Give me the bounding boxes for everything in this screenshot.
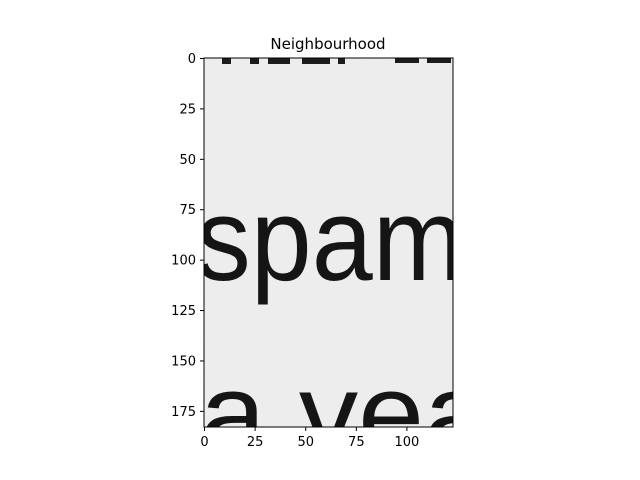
glyph-remnant [222, 58, 231, 64]
y-tick-label: 0 [188, 52, 196, 67]
y-tick-label: 100 [171, 254, 196, 269]
glyph-remnant [427, 58, 451, 63]
y-tick-label: 50 [179, 153, 196, 168]
image-panel: spam a vea [196, 58, 491, 476]
glyph-remnant [268, 58, 290, 64]
x-tick-label: 75 [348, 435, 365, 450]
x-tick-label: 50 [297, 435, 314, 450]
x-axis: 0 25 50 75 100 [200, 427, 419, 450]
y-tick-label: 150 [171, 354, 196, 369]
x-tick-label: 100 [395, 435, 420, 450]
glyph-remnant [250, 58, 259, 64]
image-text-a-vea: a vea [200, 351, 491, 476]
glyph-remnant [338, 58, 345, 64]
y-tick-label: 75 [179, 203, 196, 218]
image-text-spam: spam [196, 174, 464, 306]
x-tick-label: 25 [247, 435, 264, 450]
glyph-remnant [395, 58, 419, 63]
chart-title: Neighbourhood [270, 35, 385, 53]
y-tick-label: 125 [171, 304, 196, 319]
axes-frame [203, 57, 454, 428]
x-tick-label: 0 [200, 435, 208, 450]
y-tick-label: 175 [171, 405, 196, 420]
image-background [204, 58, 453, 427]
glyph-remnant [302, 58, 330, 64]
top-glyph-remnants [222, 58, 451, 64]
y-tick-label: 25 [179, 102, 196, 117]
y-axis: 0 25 50 75 100 125 150 175 [171, 52, 204, 420]
